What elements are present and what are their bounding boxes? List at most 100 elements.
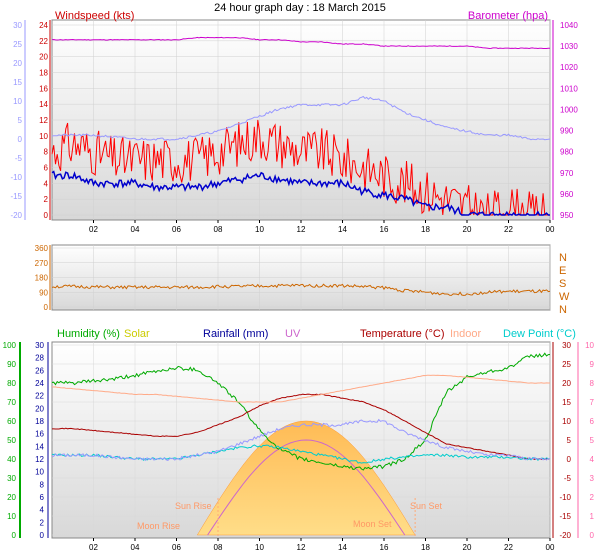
uv-tick-label: 2 [590,493,595,502]
y2-tick-label: 1000 [560,105,578,114]
y2-tick-label: 10 [562,417,571,426]
y-tick-label: -20 [10,211,22,220]
wind-outer-y-ticks: -20 -15 -10 -5 0 5 10 15 20 25 30 [10,20,26,220]
series-line-indoor [51,374,550,403]
y-tick-label: 0 [40,531,45,540]
y-tick-label: 30 [35,341,44,350]
y2-tick-label: 990 [560,127,574,136]
y-tick-label: 16 [39,84,48,93]
y-tick-label: 50 [7,436,16,445]
compass-label: W [559,291,570,303]
x-tick-label: 10 [255,225,264,234]
y2-tick-label: 970 [560,169,574,178]
barometer-y-ticks: 950 960 970 980 990 1000 1010 1020 1030 1040 [552,20,578,220]
y2-tick-label: 5 [567,436,572,445]
y2-tick-label: 980 [560,148,574,157]
y2-tick-label: 20 [562,379,571,388]
compass-label: N [559,252,567,264]
wind-axis-label: Windspeed (kts) [55,10,134,22]
uv-right-ticks: 0 1 2 3 4 5 6 7 8 9 10 [577,341,595,540]
y-tick-label: 0 [18,135,23,144]
y-tick-label: 15 [13,78,22,87]
series-line-direction [51,283,551,296]
y-tick-label: 16 [35,430,44,439]
legend-indoor: Indoor [450,328,482,340]
y-tick-label: 2 [40,518,45,527]
y-tick-label: 22 [35,392,44,401]
y-tick-label: 90 [39,288,48,297]
x-tick-label: 22 [504,225,513,234]
series-line-temp_area_line [51,95,551,141]
y2-tick-label: 25 [562,360,571,369]
uv-tick-label: 0 [590,531,595,540]
temperature-panel: Humidity (%) Solar Rainfall (mm) UV Temp… [3,328,595,552]
y2-tick-label: -15 [559,512,571,521]
moon-rise-label: Moon Rise [137,521,180,531]
x-tick-label: 04 [131,543,140,552]
x-tick-label: 16 [380,225,389,234]
y-tick-label: 100 [3,341,17,350]
uv-tick-label: 4 [590,455,595,464]
legend-solar: Solar [124,328,150,340]
y-tick-label: 14 [39,100,48,109]
x-tick-label: 20 [463,543,472,552]
x-tick-label: 00 [546,543,555,552]
page-title: 24 hour graph day : 18 March 2015 [214,2,386,14]
y-tick-label: 60 [7,417,16,426]
uv-tick-label: 5 [590,436,595,445]
x-tick-label: 18 [421,543,430,552]
y-tick-label: 360 [35,244,49,253]
y2-tick-label: 1040 [560,21,578,30]
y-tick-label: 40 [7,455,16,464]
y-tick-label: 30 [7,474,16,483]
y-tick-label: 80 [7,379,16,388]
y-tick-label: 10 [39,132,48,141]
y-tick-label: 0 [44,303,49,312]
y-tick-label: 180 [35,274,49,283]
uv-tick-label: 10 [585,341,594,350]
y2-tick-label: -10 [559,493,571,502]
wind-panel: Windspeed (kts) Barometer (hpa) 0 24 6 8 10 1… [10,10,578,234]
y2-tick-label: 950 [560,211,574,220]
y-tick-label: -5 [15,154,23,163]
y-tick-label: 8 [44,148,49,157]
wind-x-ticks: 02 04 06 08 10 12 14 16 18 20 22 00 [89,220,555,234]
legend-rainfall: Rainfall (mm) [203,328,268,340]
y-tick-label: 20 [13,59,22,68]
y-tick-label: 20 [7,493,16,502]
uv-tick-label: 3 [590,474,595,483]
y-tick-label: 6 [44,164,49,173]
temperature-legend: Humidity (%) Solar Rainfall (mm) UV Temp… [57,328,576,340]
solar-area [196,420,416,536]
y-tick-label: 30 [13,21,22,30]
temperature-series [51,352,551,538]
y-tick-label: 90 [7,360,16,369]
series-line-temp_area_line [51,418,551,462]
y-tick-label: 10 [7,512,16,521]
legend-dew-point: Dew Point (°C) [503,328,576,340]
x-tick-label: 18 [421,225,430,234]
uv-tick-label: 8 [590,379,595,388]
y-tick-label: 10 [35,468,44,477]
y2-tick-label: 960 [560,190,574,199]
uv-tick-label: 9 [590,360,595,369]
x-tick-label: 08 [214,225,223,234]
barometer-axis-label: Barometer (hpa) [468,10,548,22]
y-tick-label: 4 [40,506,45,515]
direction-grid [52,245,551,310]
wind-series [51,36,551,216]
series-line-temperature [52,393,550,460]
y-tick-label: 0 [44,211,49,220]
y-tick-label: 12 [35,455,44,464]
y-tick-label: 24 [39,21,48,30]
y-tick-label: 20 [39,53,48,62]
y-tick-label: 4 [44,179,49,188]
y-tick-label: 270 [35,259,49,268]
moon-set-label: Moon Set [353,519,392,529]
humidity-y-ticks: 0 10 20 30 40 50 60 70 80 90 100 [3,341,21,540]
y-tick-label: 18 [39,69,48,78]
sun-rise-label: Sun Rise [175,501,212,511]
y-tick-label: 6 [40,493,45,502]
